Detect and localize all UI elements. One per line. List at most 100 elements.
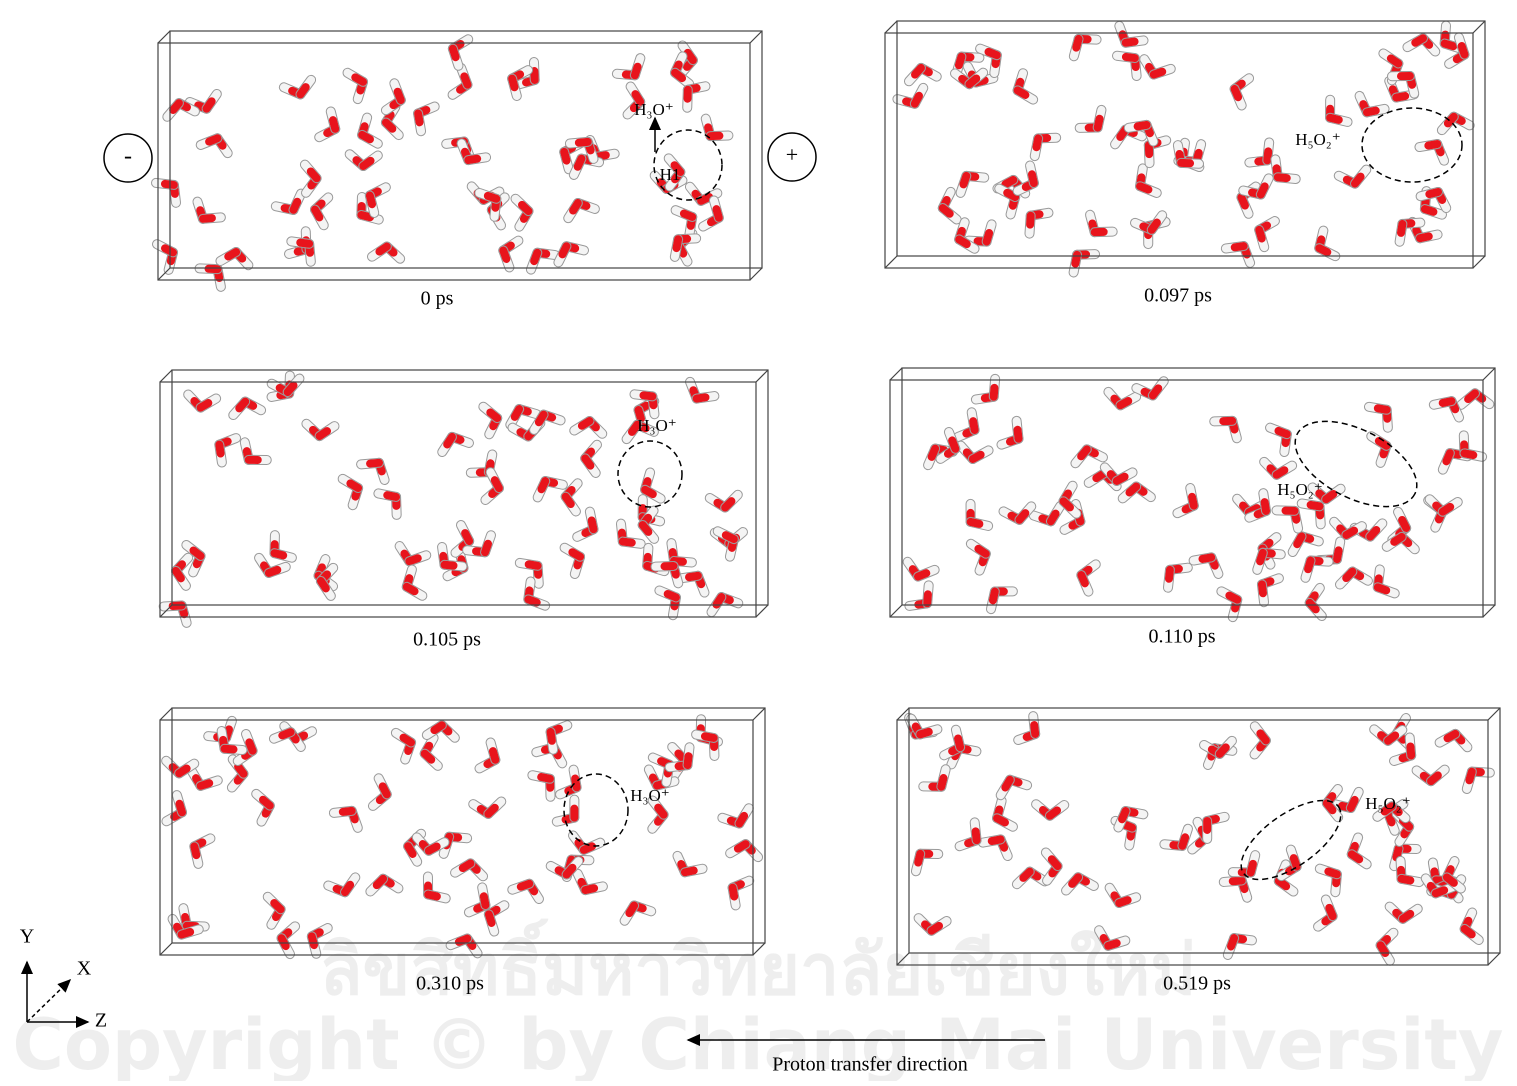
box-edge [756, 605, 768, 617]
oxygen [1050, 810, 1057, 815]
oxygen [1396, 96, 1405, 98]
box-edge [160, 708, 172, 720]
oxygen [562, 246, 566, 254]
oxygen [1394, 537, 1402, 542]
oxygen [1122, 811, 1126, 819]
box-edge [897, 21, 1485, 256]
oxygen [179, 804, 182, 813]
oxygen [1005, 180, 1013, 184]
oxygen [1429, 192, 1438, 194]
oxygen [1443, 507, 1451, 512]
oxygen [345, 885, 350, 892]
oxygen [1220, 747, 1226, 754]
oxygen [225, 749, 234, 750]
oxygen [484, 896, 486, 905]
oxygen [1351, 800, 1355, 808]
oxygen [658, 808, 664, 815]
oxygen [684, 214, 692, 217]
box-edge [1488, 708, 1500, 720]
oxygen [726, 535, 734, 539]
oxygen [971, 522, 980, 524]
oxygen [541, 481, 545, 489]
oxygen [1081, 449, 1087, 456]
oxygen [1396, 849, 1398, 858]
oxygen [566, 497, 571, 504]
oxygen [485, 544, 488, 552]
oxygen [300, 87, 305, 94]
oxygen [1346, 531, 1354, 535]
time-label: 0.110 ps [1148, 626, 1215, 648]
oxygen [701, 197, 709, 201]
oxygen [918, 854, 920, 863]
oxygen [370, 196, 372, 205]
oxygen [173, 103, 179, 110]
oxygen [522, 205, 529, 211]
species-label: H₅O₂⁺ [1277, 480, 1322, 499]
oxygen [1229, 596, 1237, 600]
time-label: 0.105 ps [413, 629, 481, 651]
oxygen [716, 597, 721, 605]
oxygen [529, 564, 538, 565]
oxygen [1153, 388, 1158, 395]
box-edge [160, 370, 172, 382]
species-ring [1362, 108, 1462, 182]
box-edge [158, 31, 170, 43]
oxygen [238, 767, 243, 774]
oxygen [312, 936, 314, 945]
oxygen [1436, 890, 1444, 893]
oxygen [1251, 864, 1253, 873]
oxygen [489, 914, 492, 923]
oxygen [488, 808, 495, 814]
oxygen [1202, 557, 1211, 559]
oxygen [321, 581, 326, 588]
oxygen [988, 52, 996, 55]
oxygen [434, 725, 442, 730]
oxygen [1124, 824, 1132, 827]
oxygen [293, 202, 297, 210]
oxygen [1401, 224, 1402, 233]
oxygen [1126, 57, 1135, 58]
box-edge [902, 368, 1495, 605]
time-label: 0.519 ps [1163, 973, 1231, 995]
oxygen [573, 203, 578, 211]
box-edge [890, 368, 902, 380]
oxygen [915, 96, 919, 104]
oxygen [685, 870, 694, 872]
oxygen [739, 816, 744, 824]
oxygen [668, 594, 676, 597]
oxygen [733, 888, 735, 897]
oxygen [978, 549, 985, 554]
oxygen [274, 553, 283, 555]
oxygen [1120, 401, 1128, 405]
oxygen [447, 437, 452, 445]
oxygen [1235, 246, 1244, 247]
oxygen [193, 550, 200, 556]
oxygen [1447, 734, 1455, 738]
box-edge [890, 380, 1483, 617]
oxygen [1119, 900, 1128, 903]
oxygen [931, 926, 939, 931]
oxygen [539, 415, 544, 423]
oxygen [194, 846, 196, 855]
oxygen [1241, 197, 1245, 205]
oxygen [1052, 859, 1058, 866]
oxygen [959, 57, 962, 66]
oxygen [645, 490, 653, 494]
oxygen [592, 520, 594, 529]
species-label: H₅O₂⁺ [1295, 130, 1340, 149]
oxygen [1260, 733, 1266, 740]
oxygen [1388, 814, 1391, 822]
box-edge [890, 605, 902, 617]
oxygen [1445, 44, 1454, 47]
oxygen [209, 138, 217, 141]
box-edge [756, 370, 768, 382]
oxygen [973, 455, 981, 459]
oxygen [459, 939, 467, 942]
oxygen [269, 570, 277, 573]
oxygen [1379, 441, 1387, 446]
oxygen [697, 397, 706, 398]
oxygen [1468, 393, 1475, 399]
oxygen [350, 483, 358, 488]
oxygen [1262, 584, 1263, 593]
oxygen [688, 53, 693, 60]
